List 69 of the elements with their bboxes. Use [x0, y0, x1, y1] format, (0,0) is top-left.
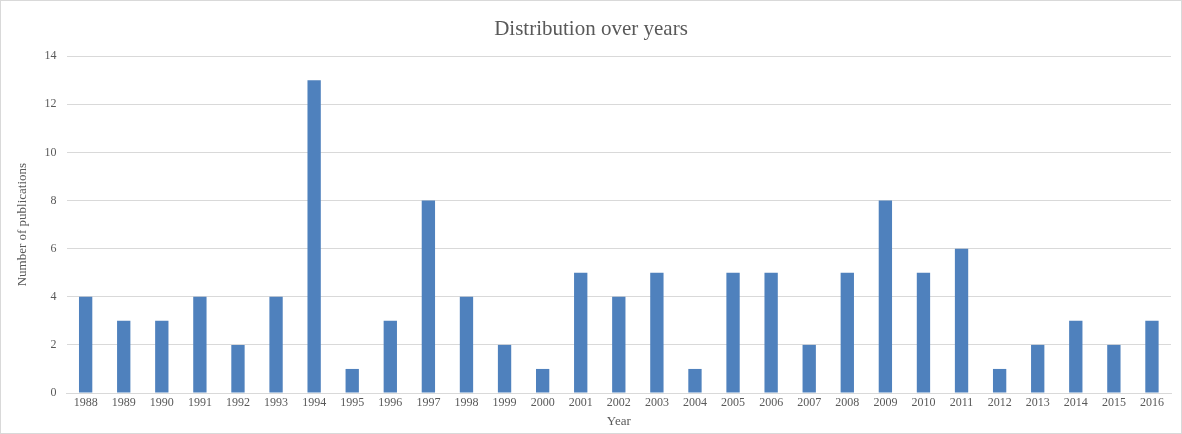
x-tick-label: 1995 — [340, 395, 365, 410]
chart-title: Distribution over years — [494, 16, 688, 41]
y-tick-label: 6 — [50, 240, 57, 255]
bar — [992, 368, 1007, 393]
bar — [231, 344, 245, 393]
x-tick-label: 1993 — [264, 395, 289, 410]
x-tick-label: 2004 — [682, 395, 707, 410]
x-tick-label: 2000 — [530, 395, 555, 410]
x-tick-label: 2002 — [606, 395, 631, 410]
x-tick-label: 1999 — [492, 395, 517, 410]
bar — [345, 368, 359, 393]
y-tick-label: 2 — [50, 337, 57, 352]
x-tick-label: 2007 — [797, 395, 822, 410]
x-tick-label: 2012 — [987, 395, 1012, 410]
x-tick-label: 1998 — [454, 395, 479, 410]
bar — [574, 272, 588, 393]
x-tick-label: 2015 — [1101, 395, 1126, 410]
y-axis-title: Number of publications — [14, 162, 30, 287]
x-tick-label: 2005 — [721, 395, 746, 410]
bar — [535, 368, 550, 393]
bar — [764, 272, 778, 393]
bar — [307, 80, 321, 393]
x-tick-label: 1991 — [187, 395, 212, 410]
x-tick-label: 2014 — [1063, 395, 1088, 410]
x-tick-label: 1990 — [149, 395, 174, 410]
x-tick-label: 1996 — [378, 395, 403, 410]
x-tick-label: 1997 — [416, 395, 441, 410]
x-tick-label: 2011 — [949, 395, 974, 410]
y-tick-label: 10 — [44, 144, 57, 159]
x-tick-label: 2013 — [1025, 395, 1050, 410]
bar — [1145, 320, 1159, 393]
x-tick-label: 2016 — [1139, 395, 1164, 410]
bar — [612, 296, 626, 393]
bar — [1031, 344, 1045, 393]
bar — [497, 344, 512, 393]
bar — [78, 296, 93, 393]
bar — [1107, 344, 1121, 393]
y-tick-label: 8 — [50, 192, 57, 207]
bar — [269, 296, 283, 393]
bar — [117, 320, 131, 393]
bar — [155, 320, 169, 393]
x-tick-label: 1988 — [73, 395, 98, 410]
bar — [840, 272, 854, 393]
bar — [650, 272, 664, 393]
x-tick-label: 1992 — [225, 395, 250, 410]
x-tick-label: 1994 — [302, 395, 327, 410]
y-tick-label: 0 — [50, 385, 57, 400]
x-tick-label: 2001 — [568, 395, 593, 410]
bar — [802, 344, 816, 393]
bar — [878, 200, 893, 393]
x-axis-title: Year — [606, 412, 632, 428]
bar — [193, 296, 207, 393]
x-tick-label: 2008 — [835, 395, 860, 410]
x-tick-label: 1989 — [111, 395, 136, 410]
bar — [688, 368, 702, 393]
x-tick-label: 2009 — [873, 395, 898, 410]
bar — [954, 248, 969, 393]
y-tick-label: 12 — [44, 96, 57, 111]
x-tick-label: 2003 — [644, 395, 669, 410]
bar — [459, 296, 474, 393]
y-tick-label: 4 — [50, 288, 57, 303]
bar — [726, 272, 740, 393]
bar — [421, 200, 436, 393]
x-tick-label: 2006 — [759, 395, 784, 410]
bar — [1069, 320, 1083, 393]
y-tick-label: 14 — [44, 48, 57, 63]
bar — [383, 320, 397, 393]
x-tick-label: 2010 — [911, 395, 936, 410]
bar — [916, 272, 931, 393]
